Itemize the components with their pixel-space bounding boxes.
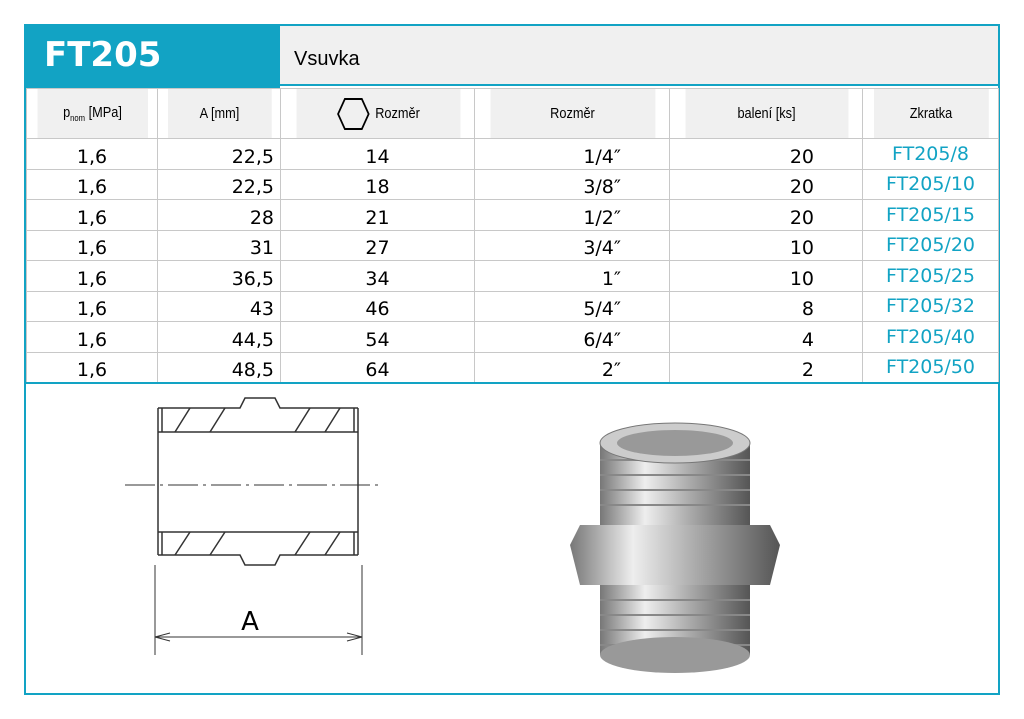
size-cell: 2″ [474,351,670,384]
hex-size-cell: 64 [280,351,475,384]
pack-cell: 20 [669,138,863,170]
pack-cell: 20 [669,199,863,231]
table-row: 1,6 22,5 18 3/8″ 20 FT205/10 [26,168,999,200]
hex-size-cell: 34 [280,260,475,292]
table-row: 1,6 43 46 5/4″ 8 FT205/32 [26,290,999,322]
product-name: Vsuvka [280,26,998,86]
hex-size-cell: 14 [280,138,475,170]
pack-cell: 20 [669,168,863,200]
a-cell: 44,5 [157,321,281,353]
table-row: 1,6 31 27 3/4″ 10 FT205/20 [26,229,999,261]
hex-size-cell: 21 [280,199,475,231]
pack-cell: 4 [669,321,863,353]
size-cell: 3/4″ [474,229,670,261]
size-cell: 1/2″ [474,199,670,231]
table-row: 1,6 36,5 34 1″ 10 FT205/25 [26,260,999,292]
table-header-row: pnom [MPa] A [mm] Rozměr Rozměr balení [… [27,88,999,139]
pressure-cell: 1,6 [26,229,158,261]
size-cell: 1″ [474,260,670,292]
abbr-cell: FT205/50 [862,351,999,384]
table-row: 1,6 22,5 14 1/4″ 20 FT205/8 [26,138,999,170]
col-pressure: pnom [MPa] [35,88,149,139]
a-cell: 43 [157,290,281,322]
table-row: 1,6 44,5 54 6/4″ 4 FT205/40 [26,321,999,353]
abbr-cell: FT205/32 [862,290,999,322]
product-photo [570,422,780,673]
abbr-cell: FT205/8 [862,138,999,170]
a-cell: 28 [157,199,281,231]
product-sheet: FT205 Vsuvka pnom [MPa] A [mm] Rozměr Ro… [24,24,1000,695]
a-cell: 22,5 [157,138,281,170]
abbr-cell: FT205/10 [862,168,999,200]
product-code: FT205 [26,26,280,88]
dimension-label: A [241,607,259,637]
pack-cell: 8 [669,290,863,322]
pressure-cell: 1,6 [26,351,158,384]
size-cell: 3/8″ [474,168,670,200]
abbr-cell: FT205/40 [862,321,999,353]
a-cell: 22,5 [157,168,281,200]
size-cell: 6/4″ [474,321,670,353]
technical-drawing: A [125,397,380,655]
col-abbr: Zkratka [872,88,989,139]
size-cell: 5/4″ [474,290,670,322]
pack-cell: 2 [669,351,863,384]
table-row: 1,6 28 21 1/2″ 20 FT205/15 [26,199,999,231]
col-a: A [mm] [166,88,272,139]
abbr-cell: FT205/20 [862,229,999,261]
pack-cell: 10 [669,260,863,292]
hexagon-icon [336,97,369,130]
abbr-cell: FT205/25 [862,260,999,292]
pack-cell: 10 [669,229,863,261]
col-size: Rozměr [488,88,656,139]
pressure-cell: 1,6 [26,321,158,353]
a-cell: 31 [157,229,281,261]
a-cell: 48,5 [157,351,281,384]
pressure-cell: 1,6 [26,199,158,231]
hex-size-cell: 54 [280,321,475,353]
hex-size-cell: 18 [280,168,475,200]
size-cell: 1/4″ [474,138,670,170]
pressure-cell: 1,6 [26,168,158,200]
table-row: 1,6 48,5 64 2″ 2 FT205/50 [26,351,999,384]
pressure-cell: 1,6 [26,138,158,170]
a-cell: 36,5 [157,260,281,292]
spec-table: pnom [MPa] A [mm] Rozměr Rozměr balení [… [26,88,999,384]
col-hex-size: Rozměr [294,88,461,139]
hex-size-cell: 46 [280,290,475,322]
col-pack: balení [ks] [683,88,849,139]
hex-size-cell: 27 [280,229,475,261]
abbr-cell: FT205/15 [862,199,999,231]
pressure-cell: 1,6 [26,260,158,292]
pressure-cell: 1,6 [26,290,158,322]
